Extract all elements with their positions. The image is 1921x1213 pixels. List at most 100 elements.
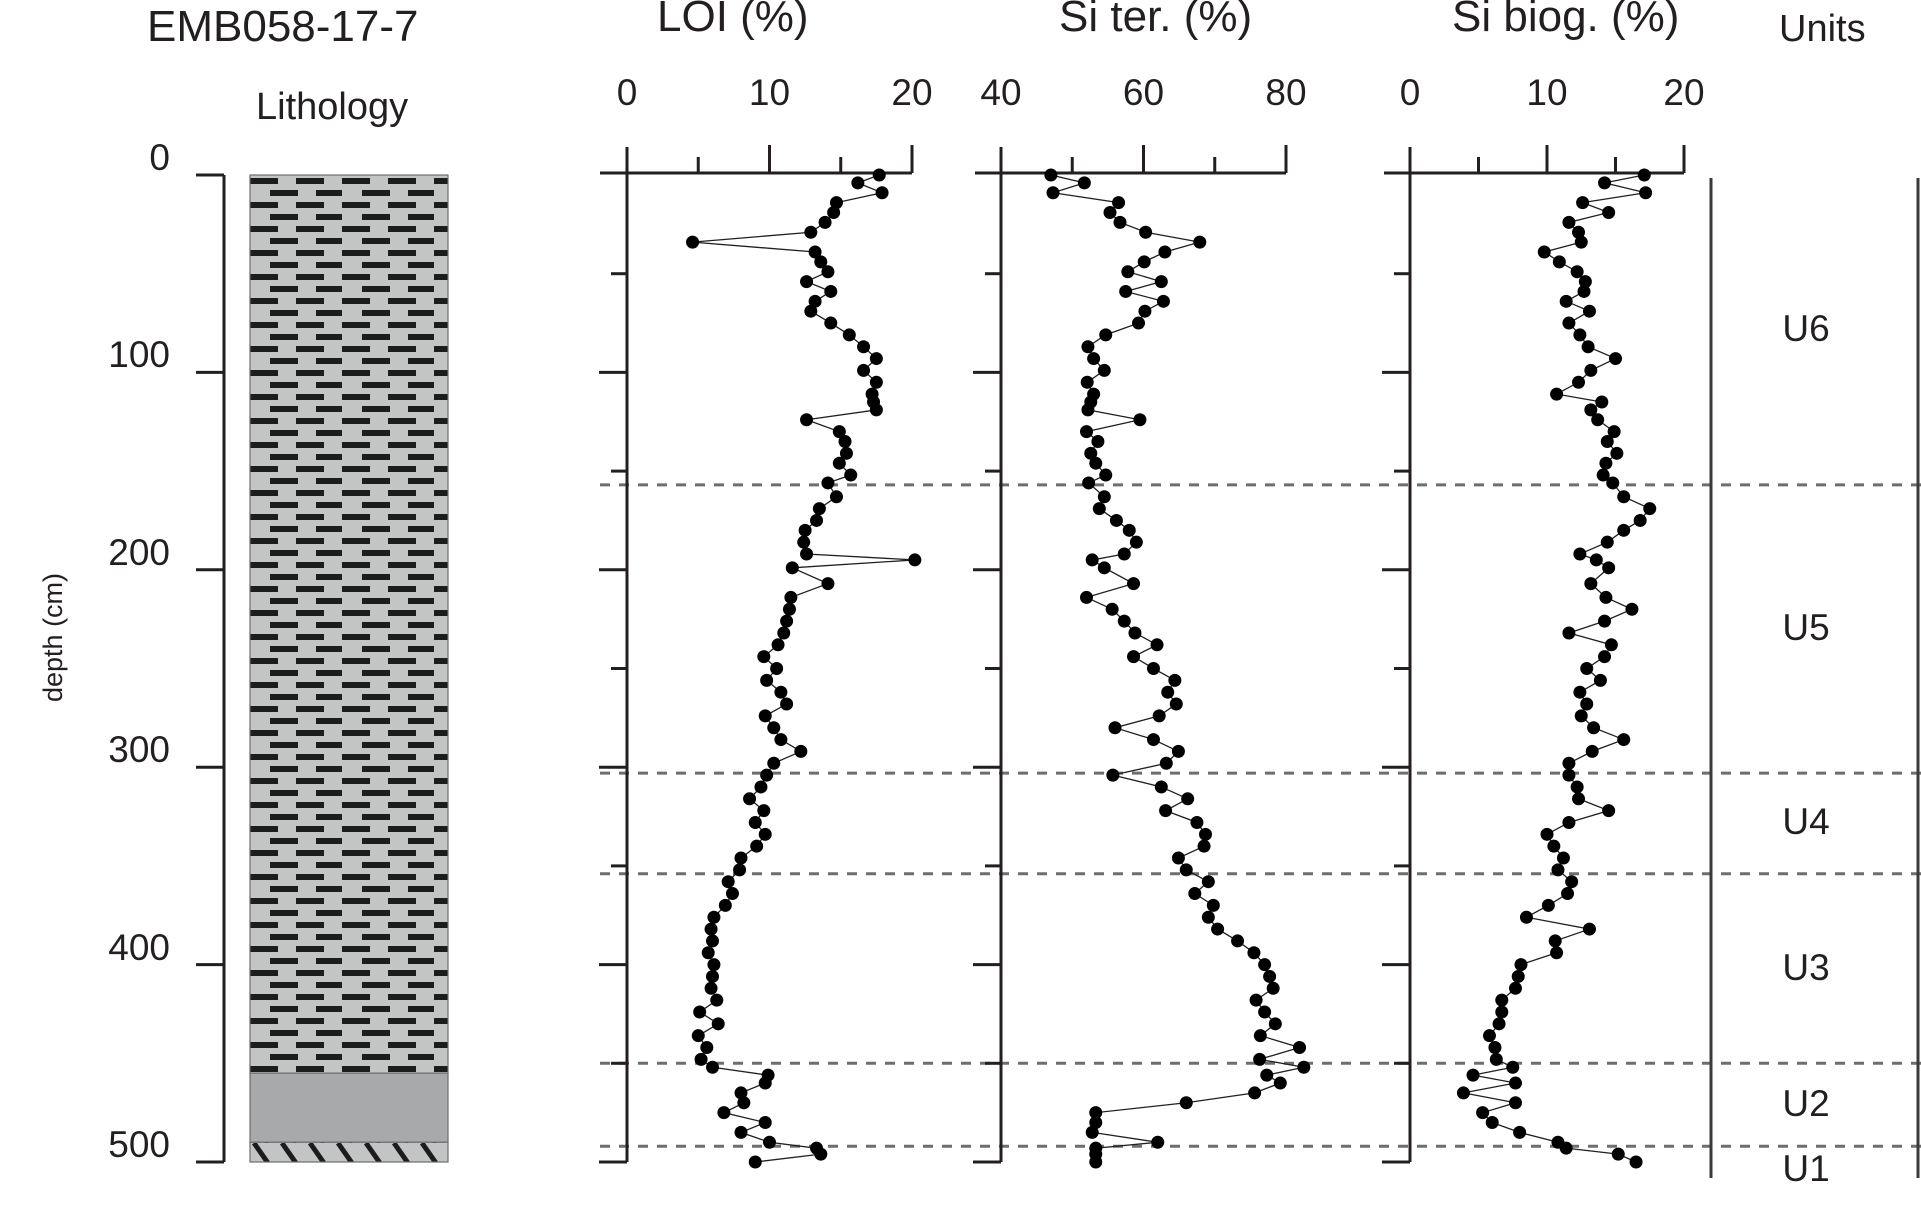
loi-data-point bbox=[748, 815, 762, 829]
loi-data-point bbox=[707, 910, 721, 924]
loi-data-point bbox=[700, 1041, 714, 1055]
si-biog-data-point bbox=[1617, 733, 1631, 747]
si-biog-data-point bbox=[1514, 958, 1528, 972]
si-ter-data-point bbox=[1297, 1060, 1311, 1074]
si-ter-data-point bbox=[1117, 614, 1131, 628]
loi-data-point bbox=[758, 709, 772, 723]
loi-data-point bbox=[748, 1155, 762, 1169]
depth-tick-label: 500 bbox=[108, 1124, 170, 1165]
si-biog-data-point bbox=[1556, 851, 1570, 865]
si-biog-data-point bbox=[1506, 1060, 1520, 1074]
si-ter-data-point bbox=[1081, 403, 1095, 417]
loi-data-point bbox=[872, 168, 886, 182]
si-biog-data-point bbox=[1551, 863, 1565, 877]
si-biog-data-point bbox=[1585, 744, 1599, 758]
loi-data-point bbox=[710, 993, 724, 1007]
si-ter-data-point bbox=[1122, 523, 1136, 537]
loi-data-point bbox=[704, 981, 718, 995]
si-ter-data-point bbox=[1168, 673, 1182, 687]
si-biog-data-point bbox=[1580, 697, 1594, 711]
si-biog-data-point bbox=[1508, 1076, 1522, 1090]
si-ter-data-point bbox=[1087, 352, 1101, 366]
loi-data-point bbox=[827, 206, 841, 220]
si-biog-data-point bbox=[1625, 602, 1639, 616]
si-ter-data-point bbox=[1097, 490, 1111, 504]
si-biog-data-point bbox=[1643, 502, 1657, 516]
loi-data-point bbox=[721, 875, 735, 889]
si-biog-panel bbox=[1382, 145, 1686, 1169]
loi-data-point bbox=[750, 839, 764, 853]
si-ter-data-point bbox=[1248, 1086, 1262, 1100]
si-ter-data-point bbox=[1253, 1052, 1267, 1066]
si-ter-data-point bbox=[1263, 969, 1277, 983]
loi-data-point bbox=[737, 1096, 751, 1110]
loi-data-point bbox=[707, 958, 721, 972]
si-ter-data-point bbox=[1089, 1155, 1103, 1169]
si-ter-data-point bbox=[1188, 887, 1202, 901]
si-ter-data-point bbox=[1097, 561, 1111, 575]
loi-data-point bbox=[784, 590, 798, 604]
si-ter-x-tick-label: 80 bbox=[1265, 72, 1307, 113]
si-ter-data-point bbox=[1293, 1041, 1307, 1055]
si-biog-data-point bbox=[1570, 265, 1584, 279]
loi-data-point bbox=[706, 969, 719, 983]
si-biog-data-point bbox=[1562, 316, 1576, 330]
loi-data-point bbox=[875, 186, 889, 200]
loi-data-point bbox=[810, 513, 824, 527]
loi-panel bbox=[599, 145, 922, 1169]
si-ter-data-point bbox=[1112, 196, 1126, 210]
loi-data-point bbox=[704, 922, 718, 936]
loi-data-point bbox=[818, 215, 832, 229]
si-biog-data-point bbox=[1611, 1147, 1625, 1161]
depth-axis-label: depth (cm) bbox=[38, 572, 68, 702]
si-biog-data-point bbox=[1598, 614, 1612, 628]
si-biog-data-point bbox=[1607, 425, 1621, 439]
si-biog-data-point bbox=[1629, 1155, 1643, 1169]
unit-label-u4: U4 bbox=[1782, 801, 1830, 843]
si-ter-data-point bbox=[1099, 468, 1113, 482]
loi-x-tick-label: 10 bbox=[748, 72, 791, 113]
loi-data-point bbox=[824, 316, 838, 330]
loi-data-point bbox=[782, 602, 796, 616]
loi-data-point bbox=[691, 1029, 705, 1043]
loi-data-point bbox=[733, 863, 747, 877]
si-biog-data-point bbox=[1596, 468, 1610, 482]
si-ter-title: Si ter. (%) bbox=[1059, 0, 1253, 41]
loi-data-point bbox=[770, 662, 784, 675]
si-ter-data-point bbox=[1119, 284, 1133, 298]
si-ter-data-point bbox=[1181, 792, 1195, 806]
depth-tick-label: 100 bbox=[108, 334, 170, 376]
si-ter-data-point bbox=[1201, 910, 1215, 924]
si-biog-data-point bbox=[1495, 1005, 1509, 1019]
si-ter-data-point bbox=[1151, 1135, 1165, 1149]
si-ter-data-point bbox=[1266, 981, 1280, 995]
si-biog-data-point bbox=[1633, 513, 1647, 527]
loi-data-point bbox=[797, 535, 811, 549]
loi-data-point bbox=[780, 614, 794, 628]
loi-data-point bbox=[706, 934, 719, 948]
loi-data-point bbox=[706, 1060, 719, 1074]
si-ter-data-point bbox=[1108, 721, 1122, 735]
loi-data-point bbox=[774, 685, 788, 699]
loi-data-point bbox=[758, 827, 772, 841]
loi-data-point bbox=[758, 1076, 772, 1090]
si-biog-data-point bbox=[1508, 1096, 1522, 1110]
si-biog-data-point bbox=[1562, 756, 1576, 770]
si-ter-data-point bbox=[1139, 225, 1153, 239]
si-biog-data-point bbox=[1456, 1086, 1470, 1100]
si-biog-data-point bbox=[1572, 375, 1586, 389]
loi-data-point bbox=[785, 561, 799, 575]
si-biog-data-point bbox=[1562, 626, 1576, 640]
si-biog-data-point bbox=[1466, 1068, 1480, 1082]
si-ter-data-point bbox=[1117, 547, 1131, 561]
si-biog-data-point bbox=[1476, 1106, 1490, 1120]
unit-label-u2: U2 bbox=[1782, 1082, 1830, 1124]
si-biog-data-point bbox=[1578, 275, 1592, 289]
si-ter-data-point bbox=[1158, 245, 1172, 259]
lithology-layer-dashed-silty-clay bbox=[249, 174, 449, 1074]
si-ter-data-point bbox=[1137, 255, 1151, 269]
si-ter-data-point bbox=[1089, 1106, 1103, 1120]
loi-data-point bbox=[686, 235, 700, 249]
si-biog-line bbox=[1463, 174, 1651, 1163]
loi-data-point bbox=[711, 1017, 725, 1031]
